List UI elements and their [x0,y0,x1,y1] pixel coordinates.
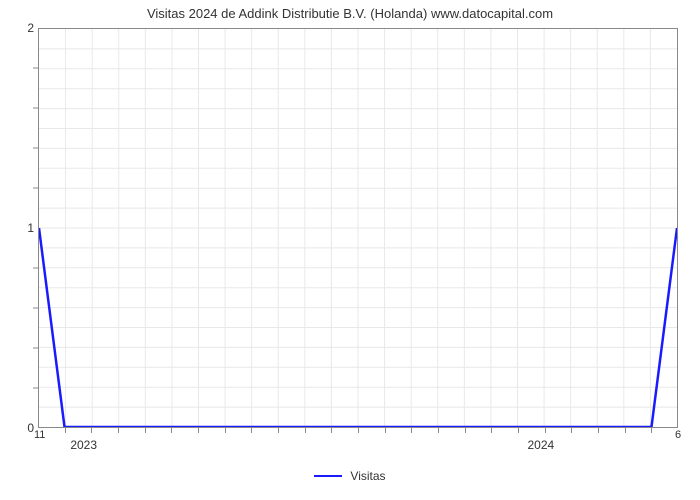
y-minor-tick [33,148,38,150]
x-minor-tick [225,428,227,433]
legend: Visitas [0,468,700,483]
chart-title: Visitas 2024 de Addink Distributie B.V. … [0,6,700,21]
chart-svg [39,29,677,427]
x-minor-tick [465,428,467,433]
y-minor-tick [33,308,38,310]
x-minor-tick [385,428,387,433]
x-minor-tick [91,428,93,433]
x-minor-tick [518,428,520,433]
y-minor-tick [33,68,38,70]
plot-area [38,28,678,428]
x-minor-tick [651,428,653,433]
x-minor-tick [65,428,67,433]
x-tick-label: 2023 [70,438,97,452]
y-minor-tick [33,188,38,190]
x-end-label: 6 [675,429,681,441]
y-tick-label: 1 [4,221,34,235]
y-minor-tick [33,268,38,270]
x-minor-tick [198,428,200,433]
x-minor-tick [305,428,307,433]
x-minor-tick [278,428,280,433]
x-minor-tick [171,428,173,433]
x-start-label: 11 [34,429,45,441]
x-minor-tick [331,428,333,433]
x-minor-tick [358,428,360,433]
x-minor-tick [411,428,413,433]
x-minor-tick [438,428,440,433]
y-minor-tick [33,108,38,110]
y-tick-label: 0 [4,421,34,435]
x-minor-tick [625,428,627,433]
chart-container: Visitas 2024 de Addink Distributie B.V. … [0,0,700,500]
legend-label: Visitas [350,469,385,483]
x-minor-tick [571,428,573,433]
x-minor-tick [545,428,547,433]
x-minor-tick [145,428,147,433]
legend-swatch [314,475,342,477]
y-minor-tick [33,388,38,390]
y-minor-tick [33,348,38,350]
x-minor-tick [491,428,493,433]
y-tick-label: 2 [4,21,34,35]
x-minor-tick [598,428,600,433]
x-minor-tick [118,428,120,433]
x-minor-tick [251,428,253,433]
x-tick-label: 2024 [527,438,554,452]
